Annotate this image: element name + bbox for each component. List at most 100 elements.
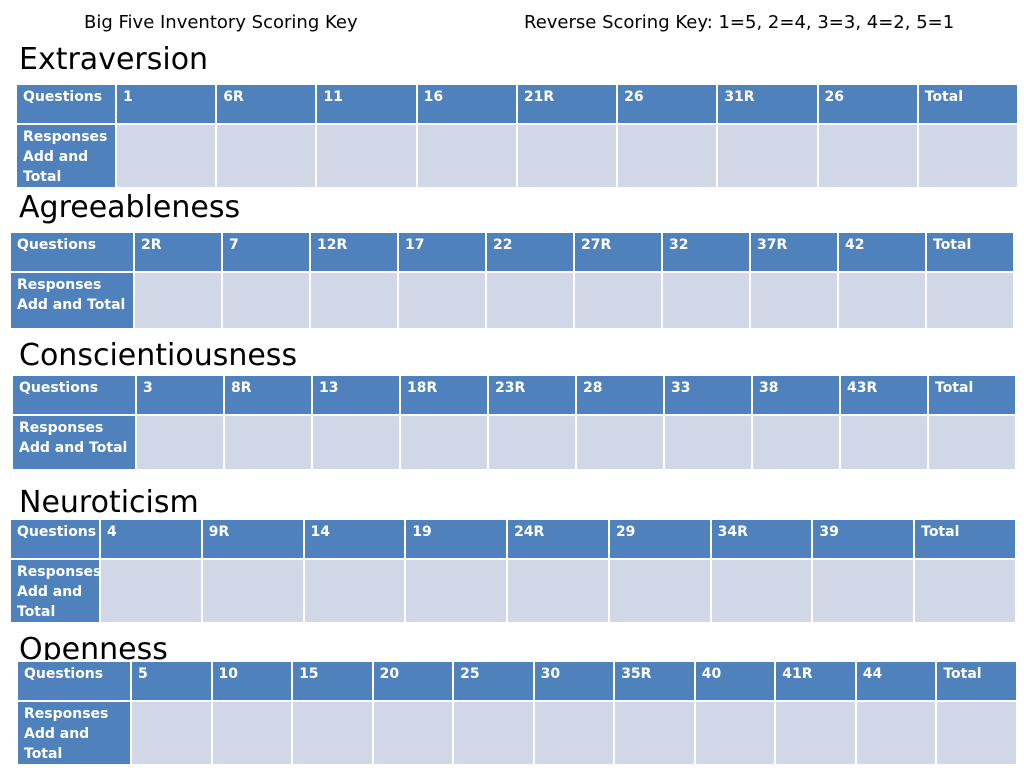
question-cell: 25 [454,662,533,700]
response-cell[interactable] [217,125,316,187]
questions-label: Questions [17,85,115,123]
total-label: Total [929,376,1015,414]
question-cell: 44 [856,662,936,700]
section-title-neuroticism: Neuroticism [19,485,199,520]
response-cell[interactable] [101,560,201,622]
total-label: Total [915,520,1015,558]
response-cell[interactable] [534,702,614,764]
question-cell: 7 [223,233,309,271]
responses-label: Responses Add and Total [11,560,99,622]
page-header-title: Big Five Inventory Scoring Key [84,12,358,33]
response-cell[interactable] [202,560,303,622]
response-cell[interactable] [618,125,717,187]
response-cell[interactable] [609,560,710,622]
responses-label: Responses Add and Total [13,416,135,469]
response-total-cell[interactable] [937,702,1016,764]
responses-row: Responses Add and Total [13,416,1015,469]
response-cell[interactable] [813,560,914,622]
conscientiousness-table: Questions 3 8R 13 18R 23R 28 33 38 43R T… [11,374,1017,471]
response-cell[interactable] [841,416,927,469]
question-cell: 15 [293,662,372,700]
response-cell[interactable] [401,416,487,469]
response-cell[interactable] [839,273,925,328]
response-cell[interactable] [776,702,855,764]
questions-label: Questions [11,233,133,271]
response-cell[interactable] [711,560,812,622]
question-cell: 10 [212,662,292,700]
reverse-scoring-key: Reverse Scoring Key: 1=5, 2=4, 3=3, 4=2,… [524,12,955,33]
question-cell: 12R [311,233,397,271]
question-cell: 26 [618,85,717,123]
question-cell: 13 [313,376,399,414]
question-cell: 1 [117,85,216,123]
response-cell[interactable] [313,416,399,469]
section-title-extraversion: Extraversion [19,42,209,77]
question-cell: 41R [776,662,855,700]
question-cell: 8R [225,376,311,414]
response-cell[interactable] [487,273,573,328]
extraversion-table: Questions 1 6R 11 16 21R 26 31R 26 Total… [15,83,1019,189]
question-cell: 16 [417,85,516,123]
response-cell[interactable] [135,273,221,328]
question-cell: 37R [751,233,837,271]
response-cell[interactable] [225,416,311,469]
response-cell[interactable] [317,125,416,187]
response-cell[interactable] [489,416,575,469]
responses-row: Responses Add and Total [18,702,1016,764]
question-cell: 32 [663,233,749,271]
response-cell[interactable] [753,416,839,469]
question-cell: 3 [137,376,223,414]
response-cell[interactable] [304,560,405,622]
response-cell[interactable] [373,702,453,764]
responses-row: Responses Add and Total [17,125,1017,187]
question-cell: 34R [711,520,812,558]
question-cell: 31R [718,85,817,123]
response-cell[interactable] [417,125,516,187]
response-cell[interactable] [718,125,817,187]
response-cell[interactable] [293,702,372,764]
agreeableness-table: Questions 2R 7 12R 17 22 27R 32 37R 42 T… [9,231,1015,330]
response-cell[interactable] [751,273,837,328]
response-cell[interactable] [695,702,775,764]
question-cell: 22 [487,233,573,271]
question-cell: 42 [839,233,925,271]
response-total-cell[interactable] [929,416,1015,469]
response-cell[interactable] [665,416,751,469]
response-cell[interactable] [399,273,485,328]
question-cell: 33 [665,376,751,414]
response-cell[interactable] [615,702,694,764]
response-cell[interactable] [818,125,917,187]
total-label: Total [937,662,1016,700]
question-cell: 40 [695,662,775,700]
response-cell[interactable] [137,416,223,469]
response-cell[interactable] [132,702,211,764]
response-cell[interactable] [856,702,936,764]
responses-row: Responses Add and Total [11,273,1013,328]
question-cell: 21R [517,85,617,123]
question-cell: 20 [373,662,453,700]
question-cell: 19 [406,520,507,558]
response-total-cell[interactable] [918,125,1017,187]
questions-label: Questions [11,520,99,558]
response-cell[interactable] [223,273,309,328]
response-cell[interactable] [117,125,216,187]
response-cell[interactable] [517,125,617,187]
response-cell[interactable] [508,560,608,622]
response-cell[interactable] [575,273,661,328]
response-total-cell[interactable] [915,560,1015,622]
responses-label: Responses Add and Total [17,125,115,187]
section-title-conscientiousness: Conscientiousness [19,338,298,373]
response-cell[interactable] [212,702,292,764]
response-cell[interactable] [406,560,507,622]
response-cell[interactable] [577,416,663,469]
questions-row: Questions 3 8R 13 18R 23R 28 33 38 43R T… [13,376,1015,414]
question-cell: 26 [818,85,917,123]
question-cell: 30 [534,662,614,700]
response-cell[interactable] [454,702,533,764]
response-cell[interactable] [663,273,749,328]
response-total-cell[interactable] [927,273,1013,328]
question-cell: 18R [401,376,487,414]
question-cell: 39 [813,520,914,558]
response-cell[interactable] [311,273,397,328]
questions-row: Questions 2R 7 12R 17 22 27R 32 37R 42 T… [11,233,1013,271]
